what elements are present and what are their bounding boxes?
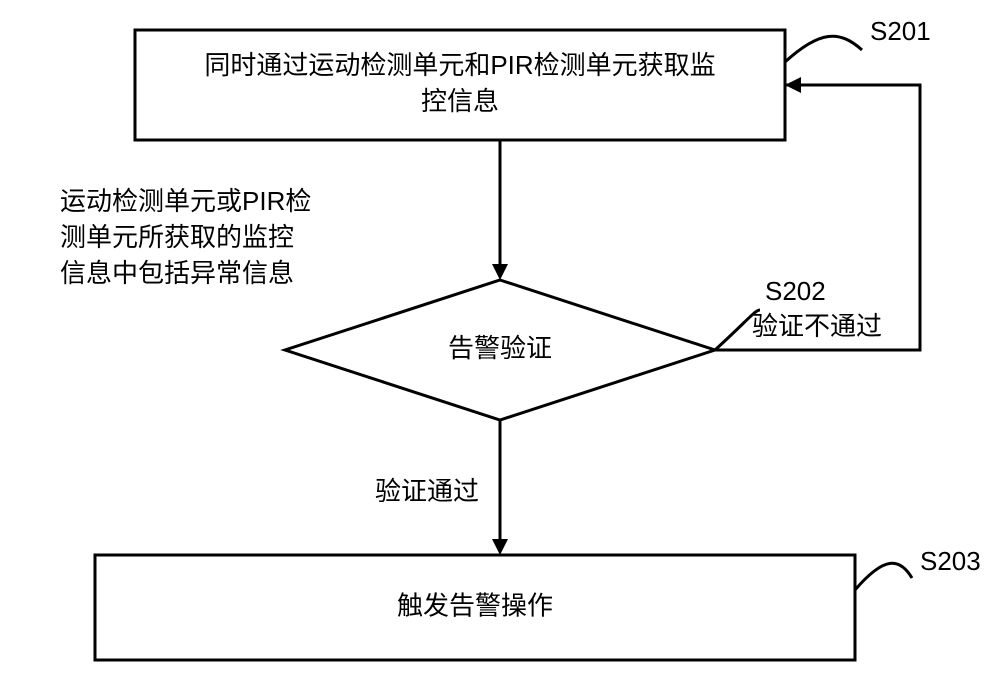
edge-e2-label: 验证通过 bbox=[375, 476, 479, 506]
arrowhead bbox=[492, 264, 508, 280]
step-s201-line1: 同时通过运动检测单元和PIR检测单元获取监 bbox=[204, 50, 715, 80]
arrowhead bbox=[492, 539, 508, 555]
step-s201-line2: 控信息 bbox=[421, 86, 499, 116]
arrowhead bbox=[785, 77, 801, 93]
step-s201-curve bbox=[785, 36, 862, 62]
step-s202-text: 告警验证 bbox=[448, 333, 552, 363]
edge-e1-label-line: 测单元所获取的监控 bbox=[60, 222, 294, 252]
edge-e1-label-line: 运动检测单元或PIR检 bbox=[60, 186, 311, 216]
step-s203-curve bbox=[855, 563, 912, 590]
step-s203-id: S203 bbox=[920, 546, 981, 576]
step-s202-fail-text: 验证不通过 bbox=[752, 311, 882, 341]
edge-e1-label-line: 信息中包括异常信息 bbox=[60, 258, 294, 288]
step-s202-id: S202 bbox=[765, 276, 826, 306]
step-s201-id: S201 bbox=[870, 16, 931, 46]
step-s203-text: 触发告警操作 bbox=[397, 590, 553, 620]
